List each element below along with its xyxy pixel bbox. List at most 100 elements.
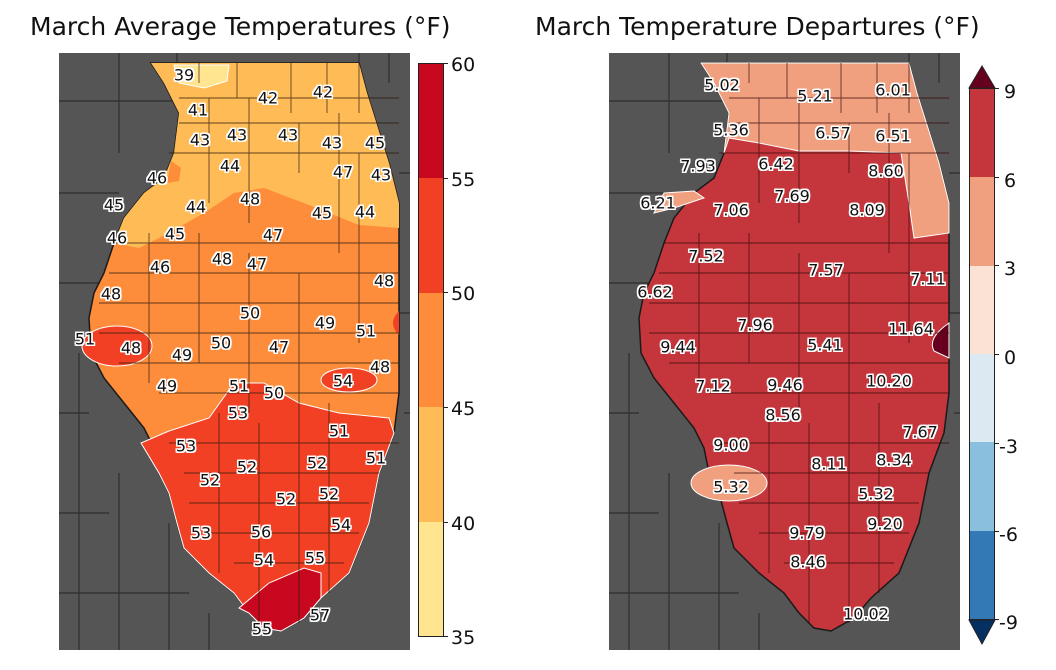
station-value: 54 <box>253 550 275 570</box>
station-value: 48 <box>369 357 391 377</box>
station-value: 7.11 <box>910 269 946 289</box>
station-value: 48 <box>373 271 395 291</box>
colorbar-tick-label: -3 <box>999 436 1018 458</box>
station-value: 47 <box>246 254 268 274</box>
station-value: 53 <box>190 523 212 543</box>
station-value: 43 <box>370 165 392 185</box>
station-value: 56 <box>250 522 272 542</box>
temperature-departure-map: 5.02 5.21 6.01 5.36 6.57 6.51 7.93 6.42 … <box>609 53 960 650</box>
station-value: 45 <box>164 224 186 244</box>
station-value: 7.52 <box>688 246 724 266</box>
station-value: 5.32 <box>713 477 749 497</box>
station-value: 48 <box>211 249 233 269</box>
illinois-departure-shapes <box>609 53 960 650</box>
station-value: 6.57 <box>815 123 851 143</box>
station-value: 53 <box>175 436 197 456</box>
colorbar-bin-neg9-neg6 <box>970 530 994 619</box>
average-temperature-map: 39 42 42 41 43 43 43 43 45 46 44 47 43 4… <box>59 53 410 650</box>
colorbar-bin-6-9 <box>970 89 994 178</box>
station-value: 8.46 <box>790 552 826 572</box>
station-value: 48 <box>100 284 122 304</box>
station-value: 5.21 <box>797 86 833 106</box>
colorbar-tick-label: 55 <box>451 169 476 191</box>
colorbar-tick-label: 6 <box>1004 170 1017 192</box>
station-value: 5.36 <box>713 120 749 140</box>
station-value: 6.21 <box>640 193 676 213</box>
station-value: 43 <box>277 125 299 145</box>
colorbar-bin-40-45 <box>419 407 443 522</box>
station-value: 9.20 <box>867 514 903 534</box>
station-value: 44 <box>185 197 207 217</box>
station-value: 8.34 <box>876 450 912 470</box>
colorbar-tick-label: 9 <box>1004 81 1017 103</box>
station-value: 49 <box>314 313 336 333</box>
station-value: 52 <box>199 470 221 490</box>
station-value: 7.12 <box>695 376 731 396</box>
colorbar-tick-label: 60 <box>451 54 476 76</box>
station-value: 46 <box>149 257 171 277</box>
colorbar-bin-45-50 <box>419 292 443 408</box>
colorbar-tick-label: 3 <box>1004 258 1017 280</box>
colorbar-tick-label: 45 <box>451 398 476 420</box>
station-value: 54 <box>330 515 352 535</box>
colorbar-tick-label: 50 <box>451 283 476 305</box>
station-value: 9.46 <box>767 375 803 395</box>
station-value: 50 <box>210 333 232 353</box>
station-value: 55 <box>304 548 326 568</box>
colorbar-bin-35-40 <box>419 521 443 636</box>
left-map-title: March Average Temperatures (°F) <box>30 12 451 41</box>
station-value: 43 <box>189 130 211 150</box>
station-value: 50 <box>239 303 261 323</box>
station-value: 7.57 <box>808 260 844 280</box>
station-value: 49 <box>156 376 178 396</box>
colorbar-under-arrow <box>968 619 996 646</box>
colorbar-over-arrow <box>968 65 996 89</box>
station-value: 51 <box>328 421 350 441</box>
station-value: 5.41 <box>807 335 843 355</box>
station-value: 42 <box>257 88 279 108</box>
station-value: 6.01 <box>875 80 911 100</box>
station-value: 44 <box>219 156 241 176</box>
station-value: 10.02 <box>843 604 889 624</box>
colorbar-bin-50-55 <box>419 178 443 293</box>
station-value: 6.51 <box>875 126 911 146</box>
colorbar-bin-0-3 <box>970 265 994 354</box>
departure-colorbar <box>969 88 995 620</box>
station-value: 8.11 <box>811 454 847 474</box>
station-value: 6.62 <box>637 282 673 302</box>
station-value: 52 <box>275 489 297 509</box>
station-value: 7.69 <box>774 186 810 206</box>
station-value: 47 <box>332 162 354 182</box>
station-value: 10.20 <box>866 371 912 391</box>
station-value: 6.42 <box>758 154 794 174</box>
illinois-average-temp-shapes <box>59 53 410 650</box>
station-value: 48 <box>120 338 142 358</box>
station-value: 39 <box>173 65 195 85</box>
station-value: 8.09 <box>849 200 885 220</box>
station-value: 45 <box>311 203 333 223</box>
station-value: 9.00 <box>713 435 749 455</box>
station-value: 55 <box>251 619 273 639</box>
station-value: 7.96 <box>737 315 773 335</box>
colorbar-tick-label: -9 <box>999 612 1018 634</box>
station-value: 8.56 <box>765 405 801 425</box>
colorbar-bin-neg6-neg3 <box>970 442 994 531</box>
station-value: 46 <box>146 168 168 188</box>
station-value: 45 <box>364 133 386 153</box>
colorbar-bin-neg3-0 <box>970 353 994 443</box>
station-value: 52 <box>318 484 340 504</box>
station-value: 5.32 <box>858 484 894 504</box>
colorbar-tick-label: 35 <box>451 627 476 649</box>
station-value: 8.60 <box>868 161 904 181</box>
colorbar-bin-3-6 <box>970 177 994 266</box>
right-map-title: March Temperature Departures (°F) <box>535 12 980 41</box>
station-value: 5.02 <box>704 75 740 95</box>
colorbar-bin-55-60 <box>419 64 443 179</box>
station-value: 47 <box>262 225 284 245</box>
station-value: 11.64 <box>888 319 934 339</box>
colorbar-tick-label: -6 <box>999 524 1018 546</box>
station-value: 42 <box>312 82 334 102</box>
station-value: 49 <box>171 345 193 365</box>
colorbar-tick-label: 0 <box>1004 347 1017 369</box>
station-value: 50 <box>263 383 285 403</box>
